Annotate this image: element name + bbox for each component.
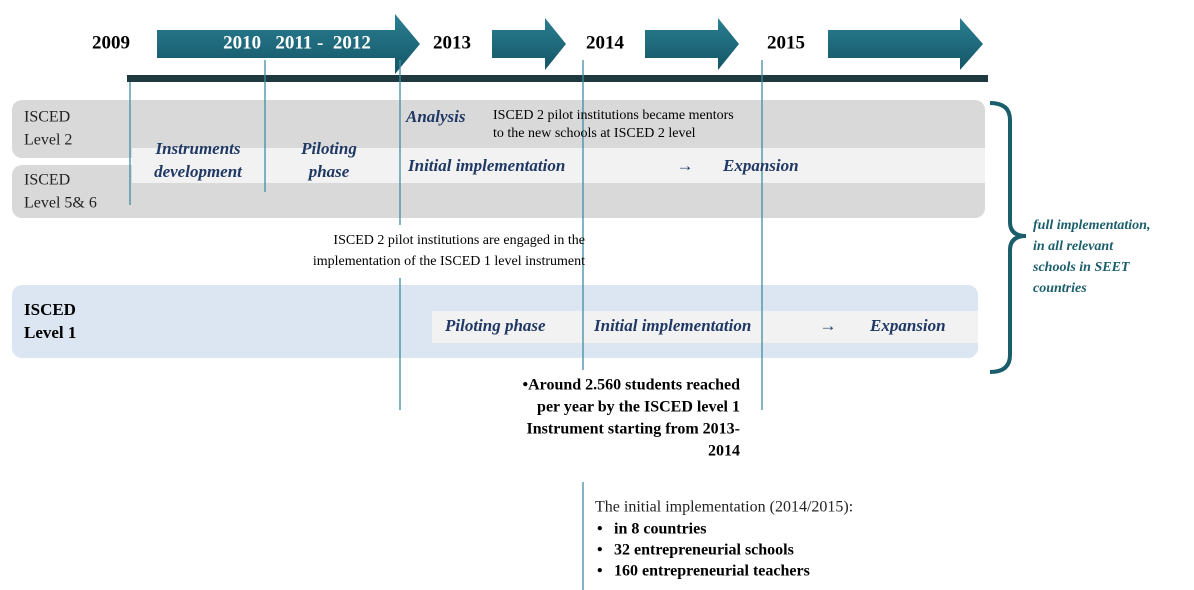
year: 2013 [433,32,471,53]
phase: phase [307,162,350,181]
phase: Expansion [722,156,799,175]
side-note: countries [1033,281,1087,296]
row-label: Level 5& 6 [24,195,97,212]
note: ISCED 2 pilot institutions became mentor… [493,108,734,123]
row-label: Level 2 [24,132,72,149]
students-note: Instrument starting from 2013- [527,421,740,438]
side-note: in all relevant [1033,239,1114,254]
year: 2014 [586,32,625,53]
arrow [828,18,983,70]
note: implementation of the ISCED 1 level inst… [313,254,585,269]
year: 2009 [92,32,130,53]
row-label: ISCED [24,300,76,319]
row-label: ISCED [24,109,70,126]
phase-arrow: → [677,156,694,175]
students-note: 2014 [708,443,740,460]
phase: development [154,162,243,181]
phase: Piloting phase [444,316,546,335]
arrow [157,14,420,74]
arrow [492,18,566,70]
bullet: • [597,542,603,559]
list-title: The initial implementation (2014/2015): [595,499,853,516]
bullet: • [597,521,603,538]
row-box [12,100,985,158]
students-note: •Around 2.560 students reached [523,377,741,394]
phase: Initial implementation [593,316,751,335]
arrow-label: 2010 2011 - 2012 [223,32,371,53]
note: to the new schools at ISCED 2 level [493,126,696,141]
phase-arrow: → [820,316,837,335]
strip [132,148,985,183]
side-note: schools in SEET [1032,260,1131,275]
phase: Initial implementation [407,156,565,175]
phase: Analysis [405,107,466,126]
list-item: 32 entrepreneurial schools [614,542,794,559]
phase: Piloting [300,139,357,158]
bullet: • [597,563,603,580]
timeline-bar [127,75,988,82]
phase: Expansion [869,316,946,335]
year: 2015 [767,32,805,53]
side-note: full implementation, [1033,218,1150,233]
row-label: Level 1 [24,323,76,342]
students-note: per year by the ISCED level 1 [537,399,740,416]
bracket [989,101,1027,374]
list-item: in 8 countries [614,521,706,538]
arrow [645,18,739,70]
note: ISCED 2 pilot institutions are engaged i… [333,233,585,248]
list-item: 160 entrepreneurial teachers [614,563,810,580]
strip [432,311,978,343]
phase: Instruments [154,139,240,158]
row-label: ISCED [24,172,70,189]
